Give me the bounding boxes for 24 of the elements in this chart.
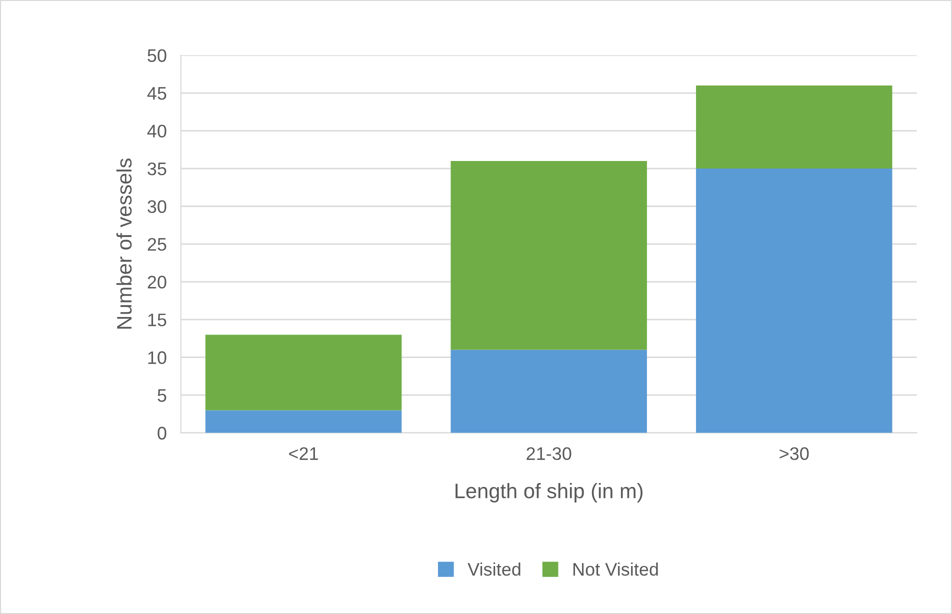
- bar: [696, 85, 892, 169]
- x-axis-title: Length of ship (in m): [456, 483, 642, 502]
- y-tick-label: 20: [148, 276, 166, 289]
- y-tick-label: 50: [148, 49, 166, 62]
- bar: [450, 350, 647, 433]
- y-tick-label: 45: [147, 87, 166, 100]
- y-tick-label: 25: [148, 238, 166, 251]
- y-axis-title: Number of vessels: [116, 158, 132, 329]
- x-tick-label: 21-30: [526, 447, 572, 460]
- x-tick-label: <21: [289, 447, 318, 460]
- legend-label: Not Visited: [573, 562, 658, 576]
- legend-label: Visited: [468, 562, 520, 576]
- bar: [450, 160, 647, 350]
- y-tick-label: 40: [147, 124, 166, 138]
- y-tick-label: 15: [148, 314, 166, 326]
- y-tick-label: 35: [148, 162, 166, 176]
- y-tick-label: 10: [148, 351, 166, 364]
- bar: [205, 334, 402, 410]
- x-tick-label: >30: [780, 447, 809, 460]
- bar: [205, 410, 402, 433]
- bar: [696, 168, 892, 433]
- y-tick-label: 5: [158, 389, 166, 402]
- y-tick-label: 30: [148, 200, 166, 214]
- y-tick-label: 0: [158, 426, 166, 440]
